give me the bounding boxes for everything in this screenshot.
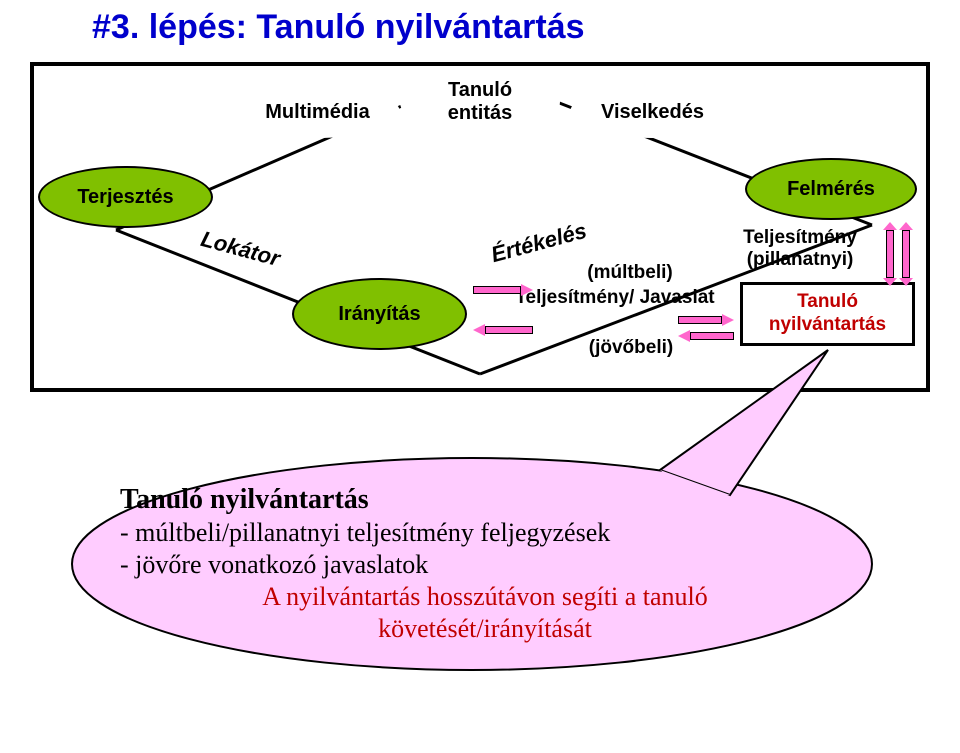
speech-line-0: Tanuló nyilvántartás bbox=[120, 484, 850, 516]
speech-text: Tanuló nyilvántartás- múltbeli/pillanatn… bbox=[120, 484, 850, 646]
speech-line-1: - múltbeli/pillanatnyi teljesítmény felj… bbox=[120, 518, 850, 548]
speech-line-4: követését/irányítását bbox=[120, 614, 850, 644]
speech-line-2: - jövőre vonatkozó javaslatok bbox=[120, 550, 850, 580]
speech-line-3: A nyilvántartás hosszútávon segíti a tan… bbox=[120, 582, 850, 612]
